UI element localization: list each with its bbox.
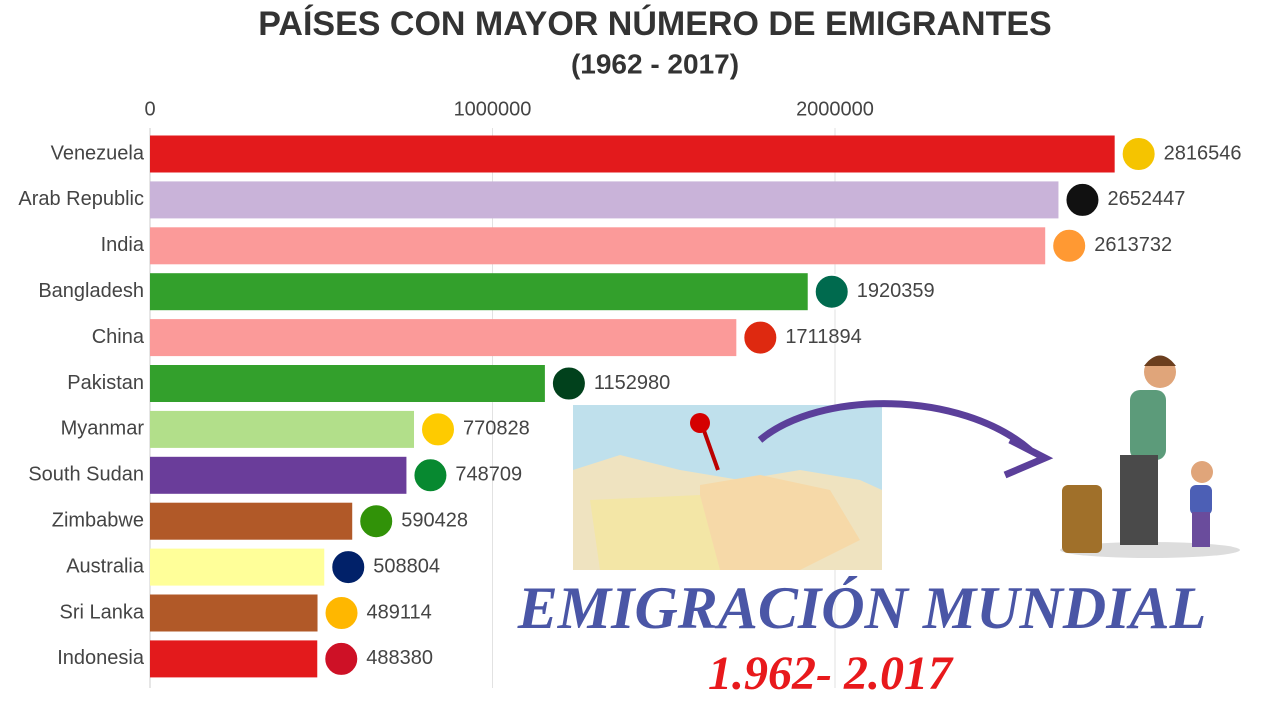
flag — [1064, 181, 1101, 218]
flag — [412, 457, 449, 494]
map-country — [700, 475, 860, 570]
flag — [550, 365, 587, 402]
value-label: 488380 — [366, 647, 433, 669]
category-label: Bangladesh — [38, 280, 144, 302]
category-label: Venezuela — [51, 142, 145, 164]
migrant-illustration — [1060, 355, 1240, 558]
map-pin — [700, 424, 720, 471]
x-tick-label: 0 — [144, 98, 155, 120]
bar — [150, 548, 325, 586]
bar — [150, 594, 318, 632]
bar — [150, 227, 1046, 265]
category-label: Myanmar — [61, 418, 145, 440]
arrow — [757, 400, 1033, 453]
flag — [323, 595, 360, 631]
category-label: Indonesia — [57, 647, 145, 669]
value-label: 748709 — [455, 464, 522, 486]
bar — [150, 319, 737, 357]
bar — [150, 135, 1115, 173]
value-label: 508804 — [373, 555, 440, 577]
category-label: South Sudan — [28, 464, 144, 486]
category-label: China — [92, 326, 145, 348]
category-label: Pakistan — [67, 372, 144, 394]
bar — [150, 273, 808, 311]
map-picture — [573, 405, 882, 570]
value-label: 590428 — [401, 509, 468, 531]
value-label: 770828 — [463, 418, 530, 440]
flag — [330, 549, 367, 586]
category-label: Sri Lanka — [60, 601, 145, 623]
chart-title: PAÍSES CON MAYOR NÚMERO DE EMIGRANTES — [258, 5, 1051, 43]
map-country — [590, 495, 720, 570]
flag — [813, 273, 850, 310]
value-label: 2613732 — [1094, 234, 1172, 256]
bar — [150, 456, 407, 494]
value-label: 489114 — [367, 601, 432, 623]
category-label: Zimbabwe — [52, 509, 144, 531]
x-tick-label: 1000000 — [454, 98, 532, 120]
value-label: 1920359 — [857, 280, 935, 302]
bars: Venezuela 2816546 Arab Republic 2652447 Indi… — [18, 135, 1242, 678]
bar — [150, 502, 353, 540]
category-label: Arab Republic — [18, 188, 144, 210]
flag — [1051, 227, 1088, 264]
value-label: 1711894 — [785, 326, 861, 348]
category-label: Australia — [66, 555, 145, 577]
value-label: 1152980 — [594, 372, 670, 394]
flag — [1120, 136, 1157, 172]
bar — [150, 640, 318, 678]
bar — [150, 181, 1059, 219]
value-label: 2652447 — [1107, 188, 1185, 210]
bar — [150, 365, 545, 402]
category-label: India — [101, 234, 145, 256]
annotation-title: EMIGRACIÓN MUNDIAL — [517, 575, 1206, 641]
flag — [358, 503, 395, 540]
annotation-years: 1.962- 2.017 — [708, 647, 954, 700]
flag — [323, 640, 360, 677]
chart-subtitle: (1962 - 2017) — [571, 48, 739, 79]
value-label: 2816546 — [1164, 142, 1242, 164]
x-tick-label: 2000000 — [796, 98, 874, 120]
flag — [742, 319, 779, 356]
arrow-head — [1003, 436, 1054, 479]
bar — [150, 410, 415, 448]
map-pin-head — [690, 413, 710, 433]
flag — [420, 411, 457, 448]
